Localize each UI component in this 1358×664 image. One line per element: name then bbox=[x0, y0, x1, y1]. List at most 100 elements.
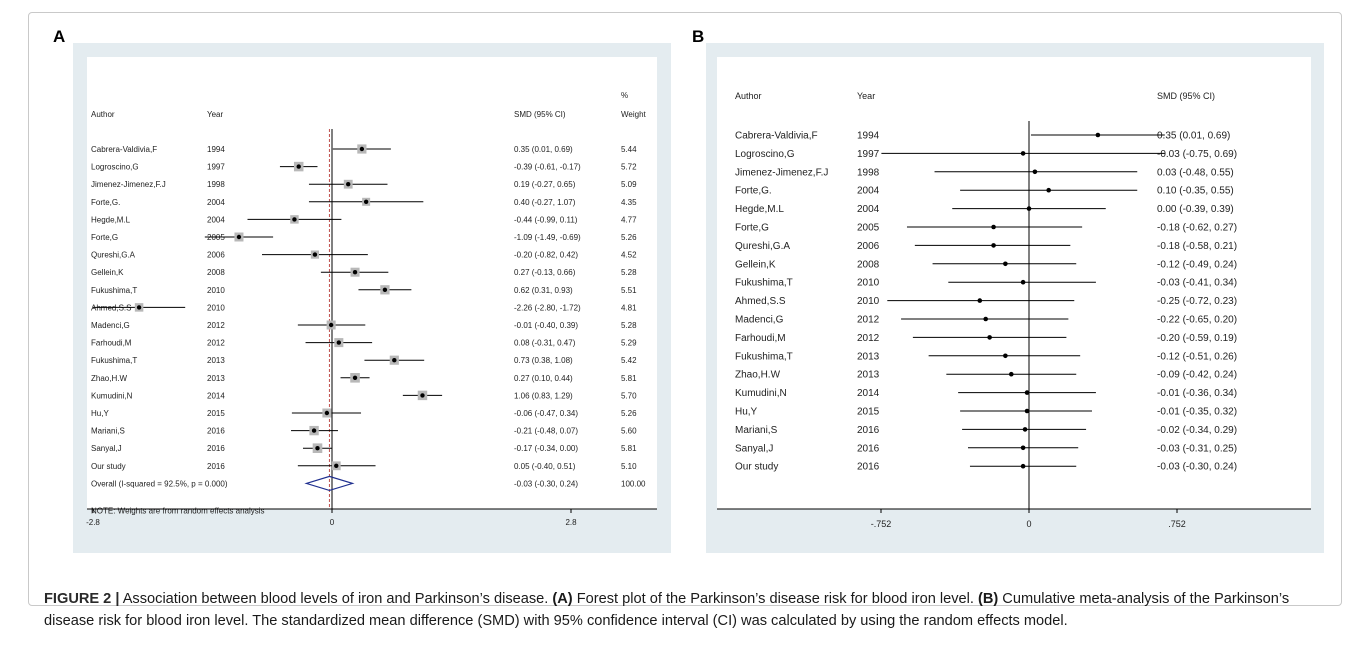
header-author: Author bbox=[735, 91, 762, 101]
study-point bbox=[1026, 206, 1032, 211]
study-author: Forte,G. bbox=[91, 198, 120, 207]
study-weight-label: 5.44 bbox=[621, 145, 637, 154]
study-ci-label: -0.12 (-0.51, 0.26) bbox=[1157, 351, 1237, 362]
study-weight-label: 5.10 bbox=[621, 462, 637, 471]
study-weight-label: 4.52 bbox=[621, 251, 637, 260]
study-ci-label: 0.40 (-0.27, 1.07) bbox=[514, 198, 576, 207]
study-year: 1997 bbox=[857, 149, 880, 160]
study-ci-label: -0.12 (-0.49, 0.24) bbox=[1157, 259, 1237, 270]
study-ci-label: -0.01 (-0.36, 0.34) bbox=[1157, 388, 1237, 399]
study-weight-label: 5.60 bbox=[621, 427, 637, 436]
study-author: Jimenez-Jimenez,F.J bbox=[735, 167, 828, 178]
study-ci-label: 0.27 (0.10, 0.44) bbox=[514, 374, 573, 383]
study-year: 2016 bbox=[207, 427, 225, 436]
study-year: 2012 bbox=[857, 333, 880, 344]
study-ci-label: -0.39 (-0.61, -0.17) bbox=[514, 163, 581, 172]
study-point bbox=[311, 428, 317, 433]
study-author: Madenci,G bbox=[735, 315, 784, 326]
forest-plot-a: Author Year SMD (95% CI)% Weight Cabrera-Val… bbox=[86, 57, 657, 527]
study-point bbox=[1003, 353, 1008, 359]
header-year: Year bbox=[207, 110, 224, 119]
study-point bbox=[352, 375, 358, 380]
study-point bbox=[352, 270, 358, 275]
study-weight-label: 5.26 bbox=[621, 233, 637, 242]
study-ci-label: 0.27 (-0.13, 0.66) bbox=[514, 268, 576, 277]
caption-text-1: Association between blood levels of iron… bbox=[119, 591, 553, 607]
header-smd: SMD (95% CI) bbox=[514, 110, 566, 119]
overall-label: Overall (I-squared = 92.5%, p = 0.000) bbox=[91, 479, 228, 488]
study-author: Cabrera-Valdivia,F bbox=[735, 131, 818, 142]
study-author: Kumudini,N bbox=[735, 388, 787, 399]
study-ci-label: -0.22 (-0.65, 0.20) bbox=[1157, 315, 1237, 326]
study-author: Fukushima,T bbox=[91, 356, 137, 365]
study-author: Madenci,G bbox=[91, 321, 130, 330]
study-author: Cabrera-Valdivia,F bbox=[91, 145, 157, 154]
study-author: Our study bbox=[91, 462, 126, 471]
study-ci-label: -1.09 (-1.49, -0.69) bbox=[514, 233, 581, 242]
study-ci-label: -0.18 (-0.58, 0.21) bbox=[1157, 241, 1237, 252]
plot-area bbox=[87, 57, 657, 509]
study-point bbox=[991, 243, 996, 248]
study-year: 2013 bbox=[857, 370, 880, 381]
study-point bbox=[296, 164, 301, 169]
study-year: 2010 bbox=[207, 303, 225, 312]
x-tick-label: 2.8 bbox=[565, 518, 577, 527]
header-smd: SMD (95% CI) bbox=[1157, 91, 1215, 101]
study-ci-label: -0.17 (-0.34, 0.00) bbox=[514, 444, 578, 453]
study-year: 2016 bbox=[207, 444, 225, 453]
study-ci-label: -0.03 (-0.31, 0.25) bbox=[1157, 443, 1237, 454]
study-ci-label: 0.35 (0.01, 0.69) bbox=[514, 145, 573, 154]
header-author: Author bbox=[91, 110, 115, 119]
study-weight-label: 4.81 bbox=[621, 303, 637, 312]
study-author: Fukushima,T bbox=[91, 286, 137, 295]
study-year: 1998 bbox=[857, 167, 880, 178]
study-year: 2015 bbox=[857, 407, 880, 418]
study-weight-label: 5.51 bbox=[621, 286, 637, 295]
caption-bold-b: (B) bbox=[977, 591, 999, 607]
study-author: Sanyal,J bbox=[91, 444, 122, 453]
study-point bbox=[1020, 279, 1026, 285]
study-point bbox=[420, 393, 425, 398]
study-ci-label: 0.62 (0.31, 0.93) bbox=[514, 286, 573, 295]
study-author: Qureshi,G.A bbox=[91, 251, 136, 260]
study-year: 2010 bbox=[857, 296, 880, 307]
study-ci-label: -0.20 (-0.59, 0.19) bbox=[1157, 333, 1237, 344]
study-year: 2004 bbox=[857, 186, 880, 197]
header-weight: Weight bbox=[621, 110, 647, 119]
study-author: Hu,Y bbox=[91, 409, 109, 418]
study-author: Qureshi,G.A bbox=[735, 241, 790, 252]
study-point bbox=[1046, 187, 1051, 193]
study-ci-label: -0.03 (-0.41, 0.34) bbox=[1157, 278, 1237, 289]
study-point bbox=[392, 358, 397, 363]
study-ci-label: -0.09 (-0.42, 0.24) bbox=[1157, 370, 1237, 381]
study-year: 2016 bbox=[857, 462, 880, 473]
study-point bbox=[336, 340, 342, 345]
study-year: 1994 bbox=[207, 145, 225, 154]
study-point bbox=[991, 224, 996, 230]
study-year: 1997 bbox=[207, 163, 225, 172]
plot-area bbox=[717, 57, 1311, 509]
study-point bbox=[1003, 261, 1008, 267]
x-tick-label: -.752 bbox=[871, 519, 892, 529]
study-year: 2012 bbox=[207, 339, 225, 348]
study-year: 2015 bbox=[207, 409, 225, 418]
study-author: Mariani,S bbox=[735, 425, 778, 436]
study-year: 2013 bbox=[857, 351, 880, 362]
study-point bbox=[1022, 427, 1028, 432]
study-year: 2004 bbox=[207, 198, 225, 207]
study-point bbox=[136, 305, 142, 310]
study-year: 2010 bbox=[857, 278, 880, 289]
study-year: 2010 bbox=[207, 286, 225, 295]
study-weight-label: 5.29 bbox=[621, 339, 637, 348]
study-point bbox=[312, 252, 318, 257]
caption-bold-a: (A) bbox=[552, 591, 573, 607]
study-ci-label: 0.03 (-0.48, 0.55) bbox=[1157, 167, 1234, 178]
study-weight-label: 4.77 bbox=[621, 215, 637, 224]
study-weight-label: 5.70 bbox=[621, 391, 637, 400]
study-point bbox=[315, 446, 320, 451]
study-year: 2013 bbox=[207, 374, 225, 383]
weights-note: NOTE: Weights are from random effects an… bbox=[91, 506, 265, 515]
study-ci-label: -0.01 (-0.40, 0.39) bbox=[514, 321, 578, 330]
study-ci-label: 0.10 (-0.35, 0.55) bbox=[1157, 186, 1234, 197]
study-weight-label: 5.09 bbox=[621, 180, 637, 189]
